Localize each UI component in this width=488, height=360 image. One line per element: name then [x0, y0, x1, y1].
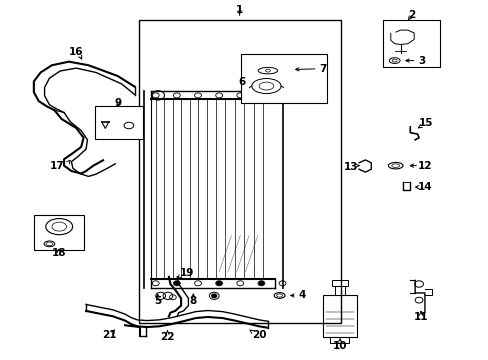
Text: 8: 8	[189, 296, 197, 306]
Bar	[240, 54, 327, 103]
Bar	[383, 21, 439, 67]
Text: 5: 5	[154, 296, 161, 306]
Text: 20: 20	[251, 330, 266, 340]
Text: 21: 21	[102, 330, 117, 340]
Text: 4: 4	[298, 291, 305, 301]
Bar	[331, 280, 347, 286]
Circle shape	[259, 282, 264, 285]
Text: 12: 12	[417, 161, 431, 171]
Circle shape	[211, 294, 216, 298]
Text: 16: 16	[69, 46, 83, 57]
Text: 13: 13	[343, 162, 357, 172]
Text: 2: 2	[407, 10, 414, 20]
Text: 14: 14	[417, 182, 431, 192]
Bar	[334, 286, 345, 295]
Text: 18: 18	[51, 248, 66, 258]
Text: 11: 11	[413, 312, 427, 322]
Bar	[95, 107, 142, 139]
Text: 3: 3	[417, 55, 424, 66]
Text: 9: 9	[114, 98, 122, 108]
Bar	[323, 295, 356, 337]
Text: 10: 10	[332, 341, 346, 351]
Bar	[34, 215, 84, 250]
Text: 1: 1	[236, 5, 243, 15]
Text: 6: 6	[238, 77, 244, 87]
Circle shape	[174, 282, 179, 285]
Text: 19: 19	[180, 268, 194, 278]
Bar	[139, 21, 340, 323]
Circle shape	[216, 282, 221, 285]
Text: 22: 22	[160, 332, 174, 342]
Text: 7: 7	[318, 64, 325, 74]
Text: 15: 15	[418, 118, 433, 128]
Text: 17: 17	[49, 161, 64, 171]
